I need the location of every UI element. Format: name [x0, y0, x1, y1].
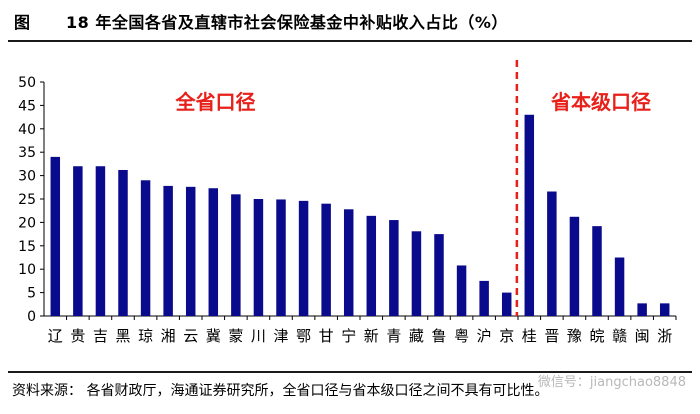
- y-tick-label: 35: [18, 145, 36, 161]
- bar: [73, 166, 83, 316]
- x-tick-label: 闽: [635, 327, 650, 345]
- x-tick-label: 京: [499, 327, 514, 345]
- watermark: 微信号：jiangchao8848: [537, 375, 686, 390]
- bar: [231, 194, 241, 316]
- x-tick-label: 皖: [589, 327, 604, 345]
- x-tick-label: 沪: [477, 327, 492, 345]
- y-tick-label: 30: [18, 169, 36, 185]
- bar: [592, 226, 602, 316]
- y-tick-label: 50: [18, 75, 36, 91]
- bar: [637, 303, 647, 316]
- bar: [343, 209, 354, 316]
- bar: [456, 265, 467, 316]
- x-tick-label: 粤: [454, 327, 469, 345]
- figure-title-bar: 图 18 年全国各省及直辖市社会保险基金中补贴收入占比（%）: [8, 6, 692, 36]
- bar: [140, 180, 151, 316]
- bar: [434, 234, 444, 316]
- x-tick-label: 豫: [567, 327, 582, 345]
- x-tick-label: 甘: [319, 327, 334, 345]
- figure-title: 18 年全国各省及直辖市社会保险基金中补贴收入占比（%）: [66, 13, 508, 32]
- x-tick-label: 吉: [93, 327, 108, 345]
- bar: [366, 215, 377, 316]
- x-tick-label: 宁: [341, 327, 356, 345]
- y-tick-label: 15: [18, 239, 36, 255]
- bar: [118, 169, 128, 316]
- x-tick-label: 川: [251, 327, 266, 345]
- group-label: 省本级口径: [550, 90, 651, 114]
- bar: [95, 166, 106, 316]
- x-tick-label: 湘: [161, 327, 176, 345]
- x-tick-label: 津: [273, 327, 288, 345]
- x-tick-label: 浙: [657, 327, 672, 345]
- y-tick-label: 45: [18, 98, 36, 114]
- x-tick-label: 赣: [612, 327, 627, 345]
- bar: [479, 280, 489, 316]
- x-tick-label: 桂: [522, 327, 537, 345]
- y-tick-label: 10: [18, 262, 36, 278]
- top-rule: [8, 40, 692, 42]
- bar: [501, 292, 512, 316]
- bar: [659, 303, 670, 316]
- y-tick-label: 20: [18, 215, 36, 231]
- y-tick-label: 5: [27, 286, 36, 302]
- x-tick-label: 新: [364, 327, 379, 345]
- x-tick-label: 冀: [206, 327, 221, 345]
- bar: [614, 257, 625, 316]
- bar: [185, 186, 196, 316]
- bar: [389, 220, 399, 316]
- x-tick-label: 蒙: [228, 327, 243, 345]
- source-note: 资料来源： 各省财政厅，海通证券研究所，全省口径与省本级口径之间不具有可比性。: [12, 383, 549, 399]
- bar: [321, 203, 331, 316]
- x-tick-label: 青: [386, 327, 401, 345]
- y-tick-label: 40: [18, 122, 36, 138]
- bar: [163, 185, 173, 316]
- x-tick-label: 辽: [48, 327, 63, 345]
- x-tick-label: 藏: [409, 327, 424, 345]
- x-tick-label: 鄂: [296, 327, 311, 345]
- bar: [411, 231, 422, 316]
- y-tick-label: 0: [27, 309, 36, 325]
- x-tick-label: 贵: [70, 327, 85, 345]
- figure-label: 图: [14, 13, 31, 32]
- x-tick-label: 琼: [138, 327, 153, 345]
- bar: [50, 156, 61, 316]
- x-tick-label: 晋: [544, 327, 559, 345]
- bar: [298, 200, 309, 316]
- bottom-rule: [8, 371, 692, 373]
- x-tick-label: 黑: [115, 327, 130, 345]
- x-tick-label: 鲁: [431, 327, 446, 345]
- bar: [524, 114, 535, 316]
- bar: [547, 191, 557, 316]
- group-label: 全省口径: [175, 90, 256, 114]
- bar: [276, 199, 286, 316]
- bar: [253, 199, 264, 316]
- bar: [208, 188, 219, 316]
- y-tick-label: 25: [18, 192, 36, 208]
- bar: [569, 216, 580, 316]
- x-tick-label: 云: [183, 327, 198, 345]
